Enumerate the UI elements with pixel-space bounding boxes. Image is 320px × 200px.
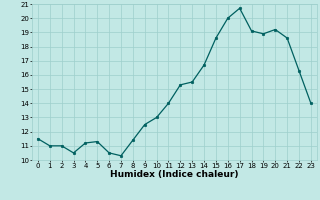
X-axis label: Humidex (Indice chaleur): Humidex (Indice chaleur) xyxy=(110,170,239,179)
